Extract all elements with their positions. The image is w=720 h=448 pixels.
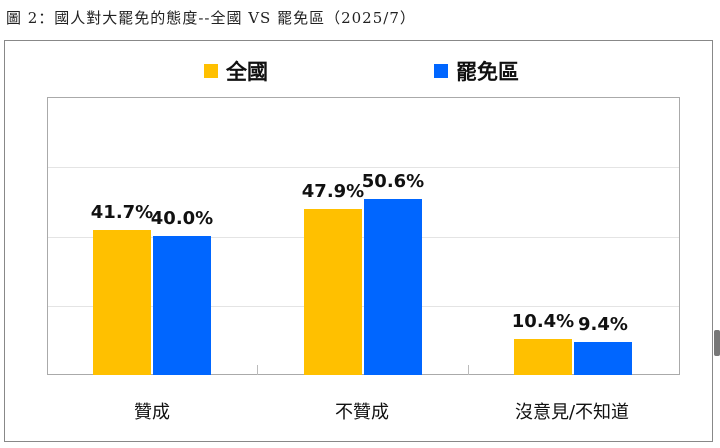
legend-item-national: 全國 — [204, 56, 268, 86]
plot-area — [47, 97, 680, 375]
legend-label-recall-district: 罷免區 — [456, 60, 519, 84]
bar-no-opinion-recall-district — [574, 342, 632, 375]
category-label-disapprove: 不贊成 — [335, 402, 389, 423]
gridline-60 — [48, 167, 679, 168]
value-label-approve-national: 41.7% — [90, 202, 154, 223]
gridline-20 — [48, 306, 679, 307]
figure-caption: 圖 2：國人對大罷免的態度--全國 VS 罷免區（2025/7） — [6, 9, 416, 27]
chart-frame — [4, 40, 713, 442]
category-tick — [468, 365, 469, 375]
value-label-no-opinion-recall-district: 9.4% — [578, 314, 628, 335]
legend-item-recall-district: 罷免區 — [434, 56, 519, 86]
category-label-approve: 贊成 — [134, 402, 170, 423]
value-label-disapprove-recall-district: 50.6% — [361, 171, 425, 192]
category-label-no-opinion: 沒意見/不知道 — [514, 402, 630, 423]
legend-swatch-recall-district — [434, 64, 448, 78]
bar-no-opinion-national — [514, 339, 572, 375]
gridline-40 — [48, 237, 679, 238]
scrollbar-thumb[interactable] — [714, 330, 720, 356]
chart-legend: 全國 罷免區 — [0, 56, 720, 86]
category-tick — [257, 365, 258, 375]
value-label-approve-recall-district: 40.0% — [150, 208, 214, 229]
value-label-disapprove-national: 47.9% — [301, 181, 365, 202]
bar-approve-recall-district — [153, 236, 211, 375]
bar-disapprove-national — [304, 209, 362, 375]
legend-swatch-national — [204, 64, 218, 78]
legend-label-national: 全國 — [226, 60, 268, 84]
value-label-no-opinion-national: 10.4% — [511, 311, 575, 332]
bar-disapprove-recall-district — [364, 199, 422, 375]
bar-approve-national — [93, 230, 151, 375]
